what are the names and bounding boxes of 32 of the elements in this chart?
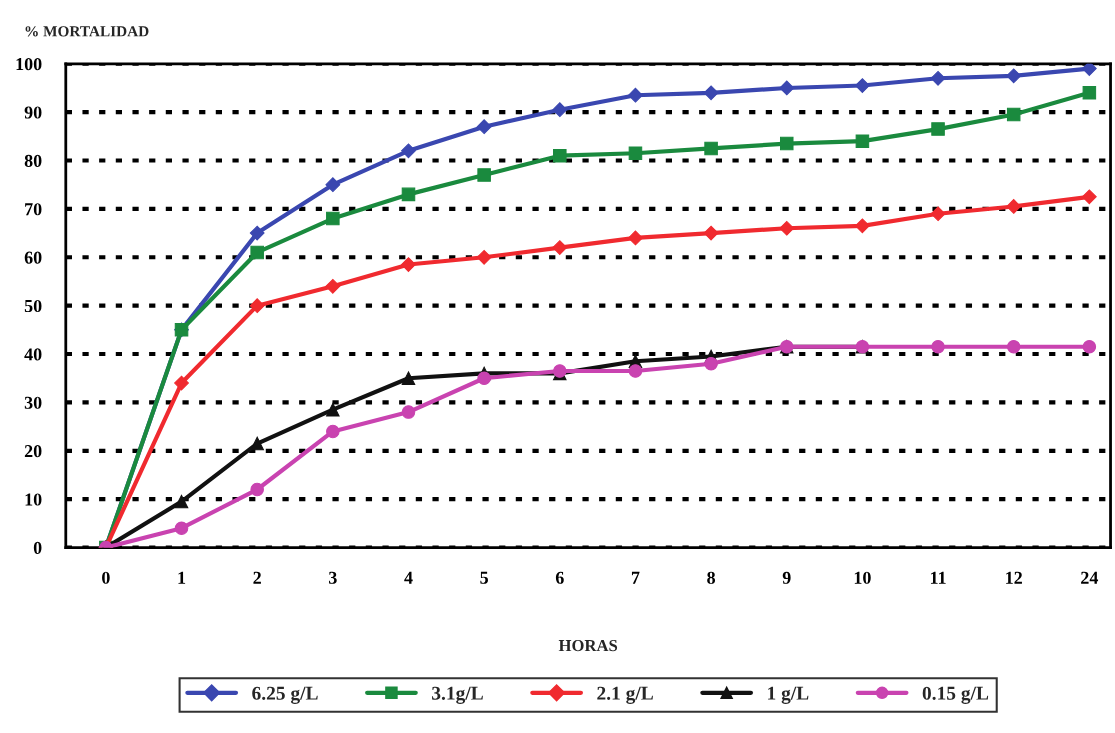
y-tick-label: 70 — [25, 203, 42, 216]
x-tick-label: 24 — [1081, 571, 1099, 584]
x-tick-label: 6 — [555, 571, 564, 584]
y-tick-label: 30 — [24, 396, 42, 409]
y-tick-label: 80 — [24, 154, 42, 167]
x-tick-label: 11 — [930, 571, 946, 584]
y-axis-title: % MORTALIDAD — [25, 26, 149, 37]
legend-label: 1 g/L — [768, 686, 809, 704]
y-tick-label: 90 — [24, 106, 42, 119]
x-tick-label: 4 — [404, 571, 413, 584]
x-tick-label: 5 — [480, 571, 488, 584]
legend-label: 6.25 g/L — [252, 686, 318, 704]
y-tick-label: 50 — [24, 299, 42, 313]
y-tick-label: 100 — [16, 58, 42, 71]
legend-label: 0.15 g/L — [922, 686, 989, 704]
x-tick-label: 9 — [782, 571, 791, 584]
x-tick-label: 10 — [854, 571, 871, 584]
x-tick-label: 12 — [1006, 571, 1022, 584]
x-tick-label: 1 — [178, 571, 186, 584]
legend-label: 2.1 g/L — [597, 686, 653, 704]
y-tick-label: 10 — [25, 493, 42, 506]
legend-label: 3.1g/L — [432, 686, 483, 704]
x-tick-label: 8 — [707, 571, 716, 584]
x-axis-title: HORAS — [558, 640, 618, 652]
x-tick-label: 2 — [253, 571, 261, 584]
y-tick-label: 60 — [24, 251, 42, 264]
x-tick-label: 0 — [102, 571, 110, 584]
y-tick-label: 40 — [24, 348, 42, 361]
y-tick-label: 0 — [33, 541, 42, 554]
x-tick-label: 3 — [329, 571, 337, 584]
x-tick-label: 7 — [631, 571, 640, 584]
y-tick-label: 20 — [24, 445, 42, 458]
